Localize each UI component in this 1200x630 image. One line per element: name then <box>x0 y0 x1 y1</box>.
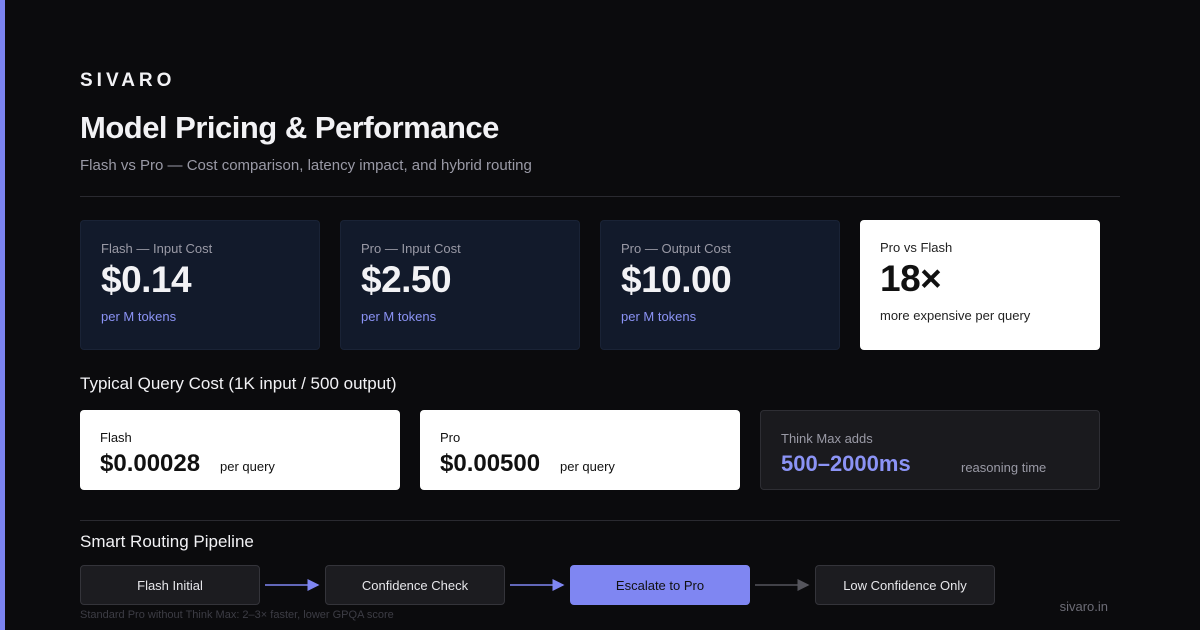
card-note: reasoning time <box>961 460 1047 475</box>
card-note: per M tokens <box>621 309 697 324</box>
card-note: per M tokens <box>361 309 437 324</box>
pipeline-step: Low Confidence Only <box>815 565 995 605</box>
query-card: Pro $0.00500 per query <box>420 410 740 490</box>
card-label: Pro — Output Cost <box>621 241 731 256</box>
section-heading: Smart Routing Pipeline <box>80 532 254 551</box>
card-note: per query <box>220 459 275 474</box>
card-value: 18× <box>880 258 942 299</box>
card-label: Flash — Input Cost <box>101 241 213 256</box>
price-card: Pro — Output Cost $10.00 per M tokens <box>600 220 840 350</box>
query-card: Flash $0.00028 per query <box>80 410 400 490</box>
card-label: Flash <box>100 430 132 445</box>
query-card: Think Max adds 500–2000ms reasoning time <box>760 410 1100 490</box>
pipeline-step: Confidence Check <box>325 565 505 605</box>
price-card: Pro — Input Cost $2.50 per M tokens <box>340 220 580 350</box>
title: Model Pricing & Performance <box>80 110 499 145</box>
footnote: Standard Pro without Think Max: 2–3× fas… <box>80 609 394 621</box>
card-note: per query <box>560 459 615 474</box>
card-value: $0.14 <box>101 259 192 300</box>
pipeline-step: Escalate to Pro <box>570 565 750 605</box>
card-value: $0.00500 <box>440 450 541 477</box>
card-value: $2.50 <box>361 259 452 300</box>
divider <box>80 196 1120 197</box>
brand: SIVARO <box>80 70 176 91</box>
pipeline-step: Flash Initial <box>80 565 260 605</box>
card-note: more expensive per query <box>880 308 1031 323</box>
card-note: per M tokens <box>101 309 177 324</box>
price-card: Flash — Input Cost $0.14 per M tokens <box>80 220 320 350</box>
card-label: Think Max adds <box>781 431 873 446</box>
site-url: sivaro.in <box>1059 599 1108 614</box>
subtitle: Flash vs Pro — Cost comparison, latency … <box>80 157 532 174</box>
accent-stripe <box>0 0 5 630</box>
card-value: 500–2000ms <box>781 451 911 476</box>
card-value: $10.00 <box>621 259 732 300</box>
section-heading: Typical Query Cost (1K input / 500 outpu… <box>80 374 397 393</box>
card-label: Pro <box>440 430 461 445</box>
card-value: $0.00028 <box>100 450 201 477</box>
divider <box>80 520 1120 521</box>
price-card: Pro vs Flash 18× more expensive per query <box>860 220 1100 350</box>
card-label: Pro — Input Cost <box>361 241 461 256</box>
card-label: Pro vs Flash <box>880 240 953 255</box>
